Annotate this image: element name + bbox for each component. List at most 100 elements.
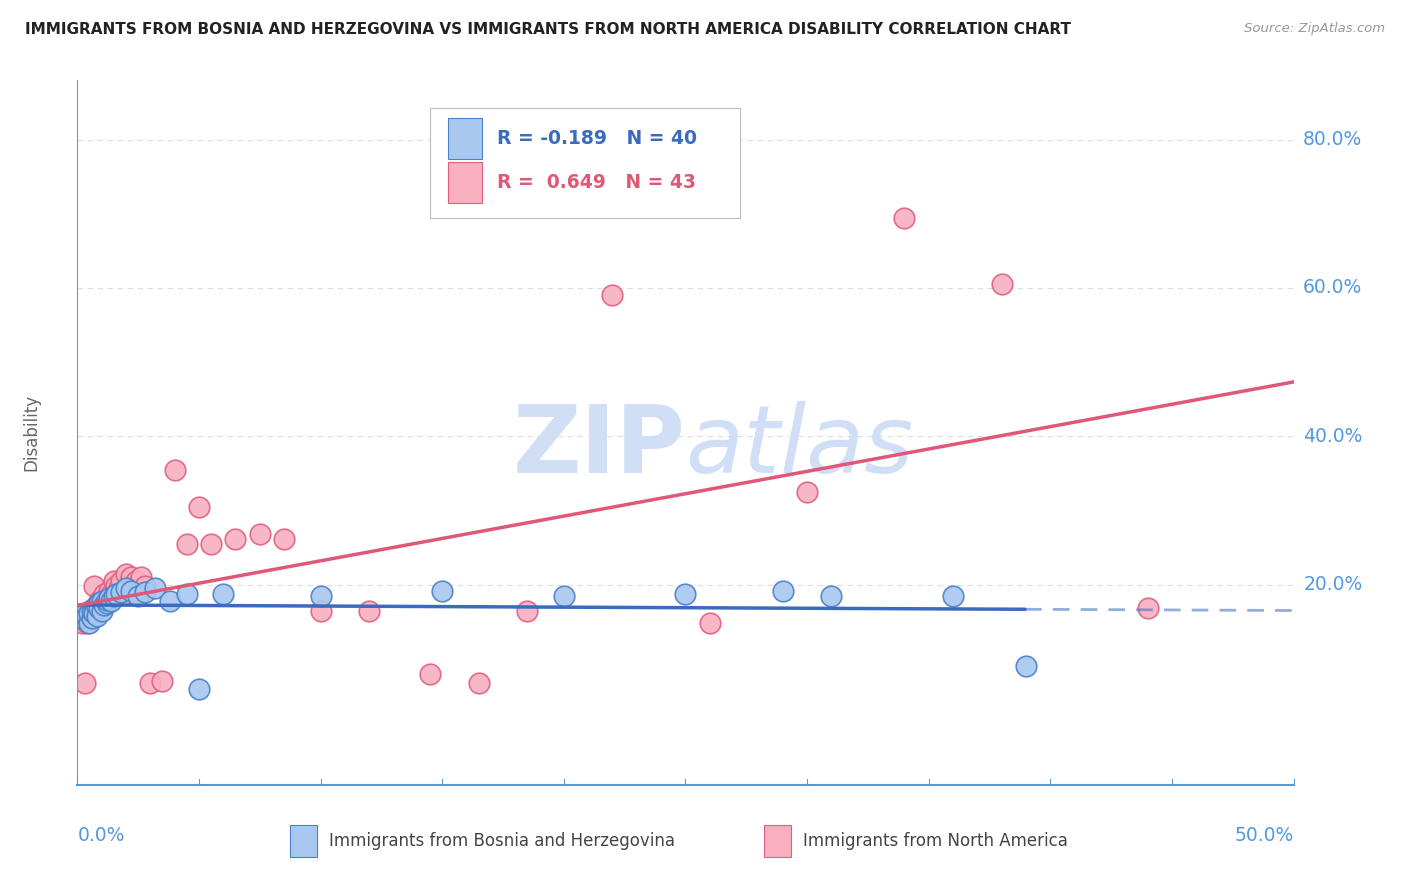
Text: IMMIGRANTS FROM BOSNIA AND HERZEGOVINA VS IMMIGRANTS FROM NORTH AMERICA DISABILI: IMMIGRANTS FROM BOSNIA AND HERZEGOVINA V… [25, 22, 1071, 37]
Point [224, 532, 246, 546]
Point [143, 582, 166, 596]
Point [796, 485, 818, 500]
Point [990, 277, 1012, 292]
Text: 0.0%: 0.0% [77, 826, 125, 845]
Point [90, 591, 112, 605]
Point [309, 589, 332, 603]
Point [273, 532, 295, 546]
Text: 40.0%: 40.0% [1303, 427, 1362, 446]
Point [139, 675, 162, 690]
Text: 80.0%: 80.0% [1303, 130, 1362, 149]
Point [86, 599, 108, 614]
Point [96, 592, 118, 607]
Point [79, 606, 101, 620]
Point [309, 604, 332, 618]
Point [820, 589, 842, 603]
Bar [765, 825, 792, 857]
Bar [449, 119, 482, 159]
Point [516, 604, 538, 618]
Point [89, 596, 111, 610]
Point [93, 586, 115, 600]
Point [97, 591, 120, 605]
Point [73, 607, 96, 622]
Point [163, 463, 186, 477]
Point [103, 589, 125, 603]
Text: 20.0%: 20.0% [1303, 575, 1362, 594]
Point [159, 594, 181, 608]
Point [553, 589, 575, 603]
Point [127, 589, 149, 603]
Point [76, 616, 98, 631]
Point [80, 606, 103, 620]
Point [110, 574, 132, 588]
Point [90, 604, 112, 618]
Point [110, 585, 132, 599]
Point [188, 500, 211, 514]
Point [115, 566, 138, 581]
Point [419, 666, 441, 681]
Point [96, 596, 118, 610]
Point [97, 583, 120, 598]
Point [125, 574, 148, 588]
Point [176, 537, 198, 551]
Point [212, 586, 235, 600]
Point [188, 681, 211, 696]
Text: Immigrants from North America: Immigrants from North America [803, 832, 1069, 850]
Point [105, 586, 128, 600]
FancyBboxPatch shape [430, 109, 740, 218]
Point [675, 586, 697, 600]
Point [200, 537, 222, 551]
Point [90, 594, 112, 608]
Point [79, 616, 101, 631]
Point [699, 616, 721, 631]
Point [70, 616, 93, 631]
Point [79, 604, 101, 618]
Point [134, 585, 156, 599]
Point [86, 599, 108, 613]
Point [86, 608, 108, 623]
Point [96, 596, 118, 610]
Point [89, 601, 111, 615]
Point [112, 586, 135, 600]
Text: Disability: Disability [22, 394, 41, 471]
Point [100, 586, 122, 600]
Point [134, 579, 156, 593]
Point [467, 675, 489, 690]
Point [249, 527, 271, 541]
Point [772, 583, 794, 598]
Text: ZIP: ZIP [513, 401, 686, 492]
Bar [290, 825, 316, 857]
Point [602, 288, 624, 302]
Point [80, 611, 103, 625]
Point [1015, 659, 1038, 673]
Text: 50.0%: 50.0% [1234, 826, 1294, 845]
Text: R = -0.189   N = 40: R = -0.189 N = 40 [496, 129, 697, 148]
Point [120, 583, 142, 598]
Bar [449, 162, 482, 202]
Point [115, 582, 138, 596]
Point [1136, 601, 1159, 615]
Point [83, 601, 105, 615]
Point [89, 594, 111, 608]
Text: R =  0.649   N = 43: R = 0.649 N = 43 [496, 173, 696, 192]
Text: Source: ZipAtlas.com: Source: ZipAtlas.com [1244, 22, 1385, 36]
Point [129, 570, 152, 584]
Point [942, 589, 965, 603]
Point [76, 608, 98, 623]
Text: atlas: atlas [686, 401, 914, 492]
Point [83, 606, 105, 620]
Text: Immigrants from Bosnia and Herzegovina: Immigrants from Bosnia and Herzegovina [329, 832, 675, 850]
Point [120, 570, 142, 584]
Point [105, 579, 128, 593]
Point [359, 604, 381, 618]
Point [73, 675, 96, 690]
Point [107, 582, 129, 596]
Point [80, 604, 103, 618]
Point [893, 211, 915, 225]
Point [103, 574, 125, 588]
Point [152, 674, 174, 689]
Text: 60.0%: 60.0% [1303, 278, 1362, 297]
Point [83, 579, 105, 593]
Point [430, 583, 453, 598]
Point [100, 594, 122, 608]
